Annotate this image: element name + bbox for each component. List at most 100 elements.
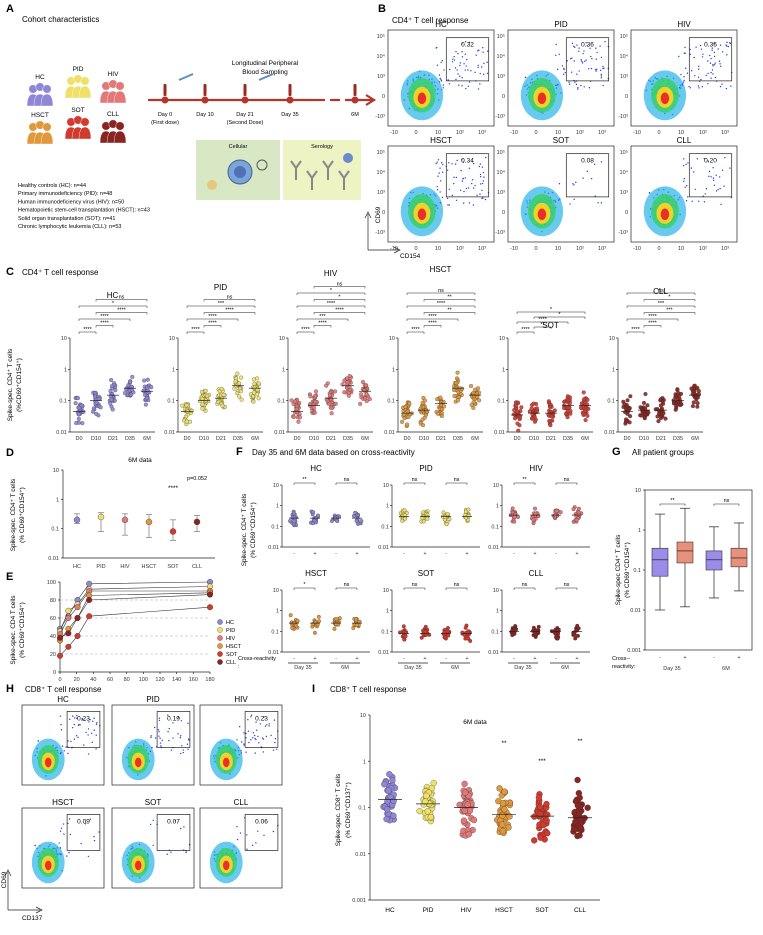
f-sig: ns (344, 477, 350, 483)
event-dot (254, 752, 256, 754)
event-dot (713, 51, 716, 54)
event-dot (710, 77, 712, 79)
c-sig: *** (319, 314, 326, 320)
g-group-day35: Day 35 (663, 666, 680, 672)
event-dot (161, 739, 163, 741)
c-bracket (626, 292, 696, 295)
e-legend-hiv: HIV (226, 636, 236, 642)
c-point (641, 400, 647, 405)
f-point (574, 518, 579, 522)
e-xtick: 140 (172, 677, 181, 683)
b-ytick: 10⁴ (620, 53, 629, 60)
antibody-icon (306, 170, 318, 190)
event-dot (717, 188, 719, 191)
f-point (510, 506, 515, 511)
event-dot (689, 53, 691, 56)
f-sig: ** (302, 477, 307, 483)
b-xtick: -10 (390, 246, 398, 252)
event-dot (468, 202, 471, 204)
i-point (383, 806, 391, 813)
flow-plot (507, 29, 615, 127)
f-ytick: 1 (276, 609, 279, 615)
event-dot (481, 197, 483, 200)
b-ytick: 10⁵ (620, 33, 628, 40)
f-point (466, 513, 471, 518)
c-point (93, 394, 98, 399)
event-dot (261, 737, 264, 739)
event-dot (454, 163, 457, 165)
b-xtick: 10 (555, 246, 561, 252)
f-point (334, 621, 339, 626)
event-dot (268, 725, 270, 727)
b-xtick: 10² (699, 246, 707, 252)
event-dot (682, 81, 685, 83)
i-point (424, 808, 431, 815)
event-dot (185, 851, 187, 854)
c-bracket (296, 305, 366, 308)
c-point (200, 396, 205, 401)
i-point (390, 812, 397, 819)
f-point (294, 623, 299, 628)
g-ytick: 1 (638, 528, 641, 534)
f-sign: + (355, 551, 358, 557)
event-dot (482, 180, 485, 182)
event-dot (440, 79, 442, 81)
c-point (238, 389, 243, 394)
event-dot (573, 60, 575, 62)
event-dot (61, 745, 64, 747)
f-cross-colon: : (238, 664, 240, 670)
b-ytick: 10⁴ (497, 53, 506, 60)
event-dot (63, 750, 65, 752)
event-dot (470, 70, 472, 72)
i-point (381, 781, 388, 788)
c-point (435, 397, 440, 402)
event-dot (591, 58, 593, 60)
event-dot (468, 81, 471, 83)
g-ytick: 10 (635, 488, 641, 494)
f-point (533, 634, 538, 639)
b-xtick: 10 (678, 130, 684, 136)
panel-letter-h: H (6, 683, 14, 695)
i-xtick-hiv: HIV (461, 907, 473, 914)
f-sig: ns (564, 477, 570, 483)
group-label-sot: SOT (71, 107, 84, 114)
c-ytick: 0.1 (497, 399, 505, 405)
event-dot (59, 752, 62, 755)
f-point (423, 624, 428, 629)
event-dot (460, 169, 462, 172)
event-dot (69, 833, 72, 836)
f-point (516, 515, 520, 519)
flow-h-title-2: HIV (234, 695, 248, 704)
timepoint-1: Day 10 (196, 112, 213, 118)
event-dot (584, 60, 586, 63)
event-dot (167, 730, 169, 733)
f-sign: + (355, 656, 358, 662)
g-ylabel-1: Spike-spec CD4⁺ T cells (615, 534, 622, 605)
e-legend-cll: CLL (226, 660, 236, 666)
event-dot (594, 68, 597, 71)
event-dot (687, 196, 689, 198)
density-peak (537, 92, 547, 105)
c-point (678, 391, 684, 396)
timepoint-marker (161, 96, 169, 104)
c-sig: ns (438, 288, 444, 294)
c-point (91, 406, 96, 411)
event-dot (467, 187, 470, 189)
c-bracket (313, 312, 366, 315)
event-dot (245, 751, 247, 753)
f-point (288, 519, 293, 524)
event-dot (595, 70, 597, 72)
e-point (86, 613, 93, 620)
c-point (128, 379, 133, 384)
c-xtick: D21 (216, 436, 226, 442)
f-sign: - (335, 551, 337, 557)
event-dot (575, 181, 577, 184)
c-point (579, 401, 584, 406)
c-bracket (423, 299, 476, 302)
g-sign: + (683, 655, 686, 661)
c-point (216, 400, 221, 405)
assay-cellular: Cellular (229, 144, 248, 150)
event-dot (188, 739, 190, 741)
event-dot (715, 190, 718, 192)
f-bracket (335, 482, 358, 485)
